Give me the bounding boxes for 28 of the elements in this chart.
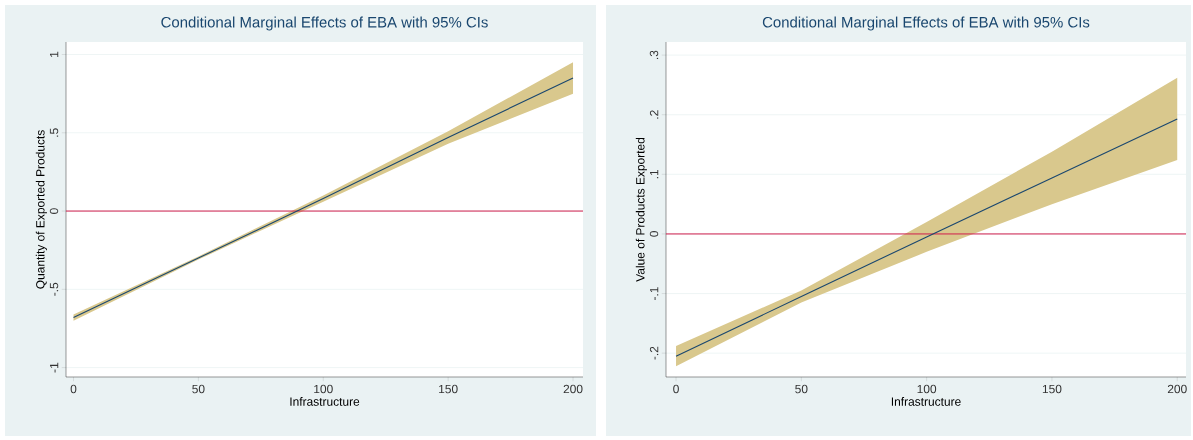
x-tick-label: 0 [70, 384, 77, 394]
x-tick-label: 0 [673, 384, 679, 394]
y-tick-label: .3 [649, 50, 659, 59]
y-tick-label: -.5 [49, 282, 59, 296]
y-tick-label: -1 [50, 362, 59, 373]
x-axis-title: Infrastructure [290, 397, 360, 406]
y-axis-title: Quantity of Exported Products [35, 130, 47, 289]
y-tick-label: .2 [649, 110, 659, 119]
x-tick-label: 150 [1042, 384, 1062, 394]
x-tick-label: 50 [795, 384, 808, 394]
y-tick-label: -.2 [649, 346, 659, 360]
chart-title: Conditional Marginal Effects of EBA with 95% CIs [762, 16, 1090, 31]
y-tick-label: .5 [49, 128, 59, 137]
y-tick-label: 0 [649, 231, 659, 237]
y-axis-title: Value of Products Exported [635, 137, 647, 282]
chart-title: Conditional Marginal Effects of EBA with 95% CIs [161, 16, 488, 31]
y-tick-label: .1 [650, 169, 659, 179]
x-tick-label: 200 [1167, 384, 1187, 394]
line-series [675, 118, 1178, 357]
x-tick-label: 150 [439, 384, 458, 394]
y-tick-label: 0 [49, 208, 59, 214]
x-axis-title: Infrastructure [891, 397, 961, 406]
x-tick-label: 100 [917, 384, 937, 394]
x-tick-label: 100 [314, 384, 333, 394]
y-tick-label: -.1 [650, 287, 659, 300]
x-tick-label: 200 [563, 384, 583, 394]
y-tick-label: 1 [50, 51, 59, 57]
x-tick-label: 50 [192, 384, 205, 394]
